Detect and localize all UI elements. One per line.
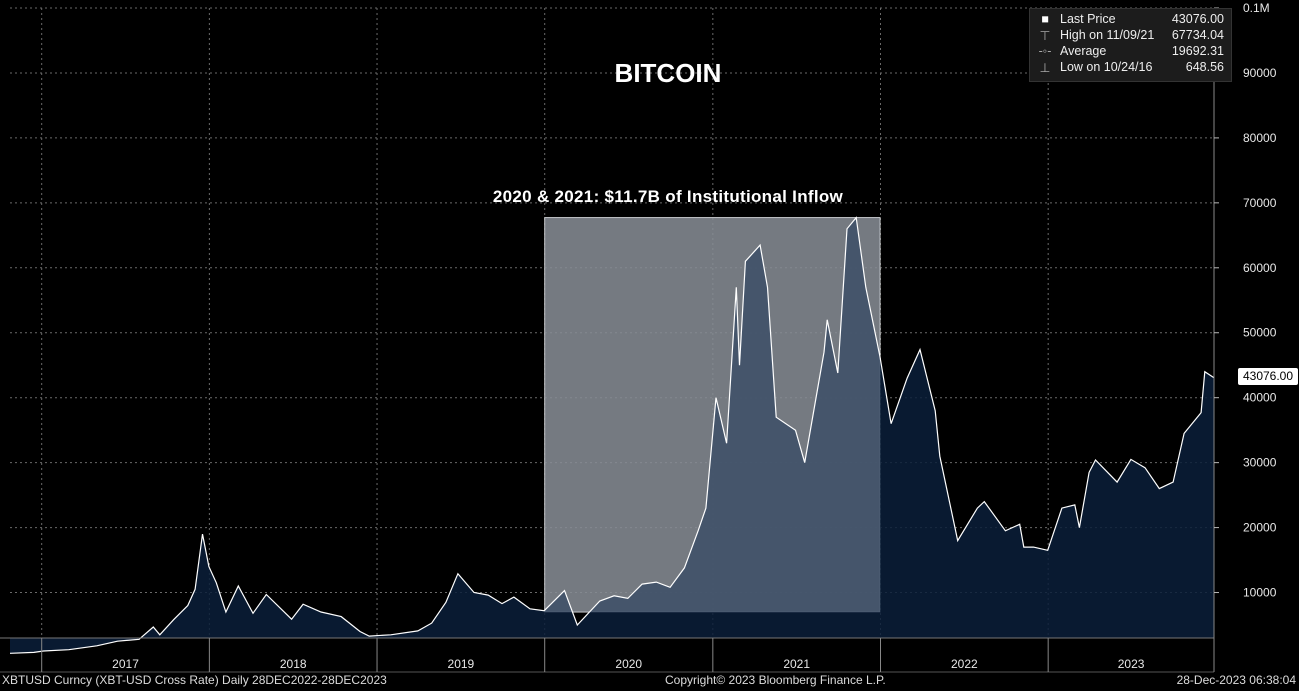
average-marker-icon: -◦- — [1038, 44, 1052, 58]
average-value: 19692.31 — [1171, 44, 1224, 58]
y-tick-label: 60000 — [1243, 261, 1277, 275]
footer-copyright: Copyright© 2023 Bloomberg Finance L.P. — [665, 673, 886, 687]
price-area — [10, 217, 1214, 654]
legend-last-price: ■ Last Price 43076.00 — [1030, 12, 1230, 28]
axes — [0, 8, 1215, 673]
legend-average: -◦- Average 19692.31 — [1030, 44, 1230, 60]
x-tick-label: 2023 — [1118, 657, 1145, 671]
low-value: 648.56 — [1185, 60, 1224, 74]
low-marker-icon: ⊥ — [1039, 61, 1051, 75]
highlight-overlay — [544, 217, 881, 613]
x-tick-label: 2017 — [112, 657, 139, 671]
last-price-tag: 43076.00 — [1238, 368, 1298, 385]
price-legend: ■ Last Price 43076.00 ⊤ High on 11/09/21… — [1029, 8, 1232, 82]
price-line — [9, 216, 1215, 654]
inflow-annotation: 2020 & 2021: $11.7B of Institutional Inf… — [493, 187, 844, 206]
x-tick-label: 2021 — [783, 657, 810, 671]
y-tick-label: 80000 — [1243, 131, 1277, 145]
chart-title: BITCOIN — [615, 58, 722, 88]
last-price-label: Last Price — [1060, 12, 1116, 26]
x-axis-ticks: 2017 2018 2019 2020 2021 2022 2023 — [41, 638, 1145, 672]
x-tick-label: 2022 — [951, 657, 978, 671]
x-tick-label: 2020 — [615, 657, 642, 671]
footer-ticker: XBTUSD Curncy (XBT-USD Cross Rate) Daily… — [2, 673, 387, 687]
last-price-value: 43076.00 — [1171, 12, 1224, 26]
y-tick-label: 40000 — [1243, 391, 1277, 405]
y-tick-label: 70000 — [1243, 196, 1277, 210]
legend-low: ⊥ Low on 10/24/16 648.56 — [1030, 60, 1230, 76]
high-marker-icon: ⊤ — [1039, 29, 1051, 43]
last-price-square-icon: ■ — [1041, 12, 1049, 26]
y-tick-label: 20000 — [1243, 521, 1277, 535]
footer-timestamp: 28-Dec-2023 06:38:04 — [1176, 673, 1296, 687]
y-tick-label: 50000 — [1243, 326, 1277, 340]
y-axis-ticks: 0.1M 90000 80000 70000 60000 50000 40000 30000 2… — [1214, 1, 1277, 600]
y-tick-label: 30000 — [1243, 456, 1277, 470]
x-tick-label: 2018 — [280, 657, 307, 671]
low-label: Low on 10/24/16 — [1060, 60, 1153, 74]
high-label: High on 11/09/21 — [1060, 28, 1155, 42]
high-value: 67734.04 — [1171, 28, 1224, 42]
y-tick-label: 90000 — [1243, 66, 1277, 80]
y-tick-label: 0.1M — [1243, 1, 1270, 15]
average-label: Average — [1060, 44, 1107, 58]
legend-high: ⊤ High on 11/09/21 67734.04 — [1030, 28, 1230, 44]
y-tick-label: 10000 — [1243, 586, 1277, 600]
x-tick-label: 2019 — [448, 657, 475, 671]
